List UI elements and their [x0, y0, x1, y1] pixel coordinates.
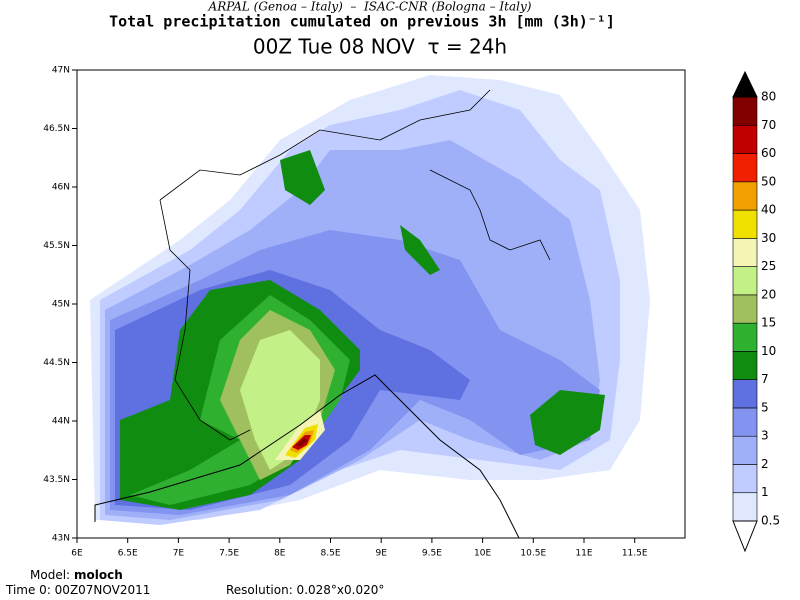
lon-label: 11.5E [622, 549, 648, 559]
colorbar-label: 80 [761, 90, 776, 104]
lat-label: 46.5N [43, 124, 70, 134]
lon-label: 11E [575, 549, 592, 559]
colorbar-label: 10 [761, 344, 776, 358]
colorbar-label: 40 [761, 203, 776, 217]
lon-label: 9.5E [422, 549, 442, 559]
colorbar-box [732, 294, 758, 324]
lon-label: 8.5E [321, 549, 341, 559]
model-name: moloch [74, 568, 123, 582]
lat-label: 43.5N [43, 475, 70, 485]
lat-label: 47N [52, 66, 70, 76]
lon-label: 7.5E [219, 549, 239, 559]
lon-label: 8E [274, 549, 286, 559]
colorbar-box [732, 322, 758, 352]
colorbar-box [732, 266, 758, 296]
lon-label: 7E [173, 549, 185, 559]
lat-label: 45N [52, 300, 70, 310]
colorbar-box [732, 379, 758, 409]
colorbar-label: 5 [761, 400, 769, 414]
colorbar-label: 7 [761, 372, 769, 386]
lat-label: 44N [52, 417, 70, 427]
colorbar-label: 25 [761, 259, 776, 273]
lon-label: 10.5E [520, 549, 546, 559]
lon-label: 6.5E [118, 549, 138, 559]
colorbar-box [732, 464, 758, 494]
colorbar-box [732, 181, 758, 211]
colorbar-box [732, 153, 758, 183]
colorbar-box [732, 407, 758, 437]
colorbar-label: 2 [761, 457, 769, 471]
lon-label: 6E [71, 549, 83, 559]
title: Total precipitation cumulated on previou… [109, 13, 615, 31]
colorbar-label: 1 [761, 485, 769, 499]
colorbar-label: 70 [761, 118, 776, 132]
colorbar-over [732, 70, 758, 98]
colorbar-under [732, 520, 758, 553]
lat-label: 46N [52, 183, 70, 193]
colorbar-box [732, 351, 758, 380]
resolution: Resolution: 0.028°x0.020° [226, 583, 384, 597]
colorbar-label: 3 [761, 429, 769, 443]
model-label: Model: [30, 568, 70, 582]
colorbar-label: 30 [761, 231, 776, 245]
colorbar-box [732, 492, 758, 522]
colorbar-label: 50 [761, 174, 776, 188]
colorbar-label: 15 [761, 316, 776, 330]
colorbar-box [732, 124, 758, 154]
time-zero: Time 0: 00Z07NOV2011 [5, 583, 150, 597]
colorbar-label: 20 [761, 287, 776, 301]
colorbar-box [732, 209, 758, 239]
colorbar-box [732, 435, 758, 465]
colorbar-label: 0.5 [761, 514, 780, 528]
lon-label: 9E [375, 549, 387, 559]
lat-label: 43N [52, 534, 70, 544]
lat-label: 44.5N [43, 358, 70, 368]
colorbar-box [732, 96, 758, 126]
colorbar-box [732, 238, 758, 267]
subtitle: 00Z Tue 08 NOV τ = 24h [253, 35, 507, 59]
precipitation-field [76, 69, 686, 539]
credit: ARPAL (Genoa – Italy) – ISAC-CNR (Bologn… [208, 0, 532, 14]
lon-label: 10E [474, 549, 491, 559]
lat-label: 45.5N [43, 241, 70, 251]
colorbar-label: 60 [761, 146, 776, 160]
